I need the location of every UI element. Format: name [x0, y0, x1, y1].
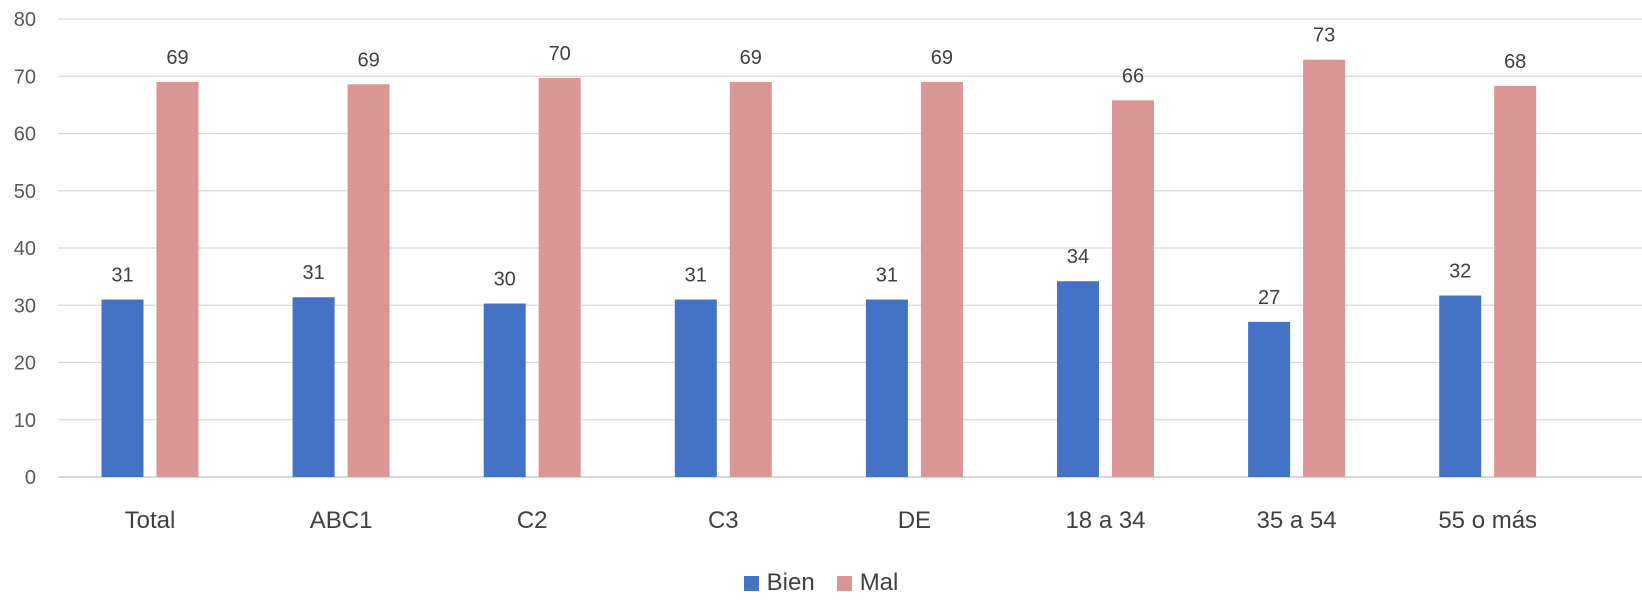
bar-bien: [292, 297, 335, 477]
bar-mal: [156, 81, 199, 477]
y-tick-label: 10: [14, 410, 36, 432]
bar-bien: [101, 299, 144, 477]
data-label-bien: 32: [1449, 261, 1471, 283]
legend: Bien Mal: [0, 563, 1642, 603]
x-tick-label: 35 a 54: [1257, 507, 1337, 534]
x-tick-label: C2: [517, 507, 548, 534]
bar-chart: 0 10 20 30 40 50 60 70 80 31 69 31 69 30 70 31 69 31 69 34…: [14, 9, 1642, 534]
data-label-mal: 70: [549, 43, 571, 65]
x-tick-label: Total: [125, 507, 176, 534]
y-tick-label: 60: [14, 124, 36, 146]
x-tick-label: C3: [708, 507, 739, 534]
x-tick-label: DE: [898, 507, 931, 534]
bar-mal: [920, 81, 963, 477]
data-label-mal: 66: [1122, 65, 1144, 87]
data-label-mal: 69: [740, 47, 762, 69]
bar-mal: [538, 77, 581, 477]
data-label-mal: 69: [166, 47, 188, 69]
y-tick-label: 80: [14, 9, 36, 31]
y-tick-label: 30: [14, 295, 36, 317]
y-tick-label: 0: [25, 467, 36, 489]
bar-bien: [865, 299, 908, 477]
legend-label-bien: Bien: [766, 569, 815, 596]
data-label-bien: 34: [1067, 246, 1089, 268]
bar-bien: [1057, 281, 1099, 477]
data-label-mal: 73: [1313, 25, 1335, 47]
bar-mal: [1494, 85, 1537, 478]
x-axis-ticks: Total ABC1 C2 C3 DE 18 a 34 35 a 54 55 o más: [125, 507, 1537, 534]
data-label-bien: 27: [1258, 287, 1280, 309]
bar-bien: [674, 299, 717, 477]
y-tick-label: 50: [14, 181, 36, 203]
x-tick-label: 55 o más: [1438, 507, 1537, 534]
bar-bien: [483, 303, 526, 477]
bar-mal: [347, 84, 390, 477]
legend-item-mal: Mal: [836, 569, 899, 597]
legend-swatch-mal: [836, 575, 852, 591]
bars: [101, 59, 1537, 478]
y-axis-ticks: 0 10 20 30 40 50 60 70 80: [14, 9, 36, 489]
data-label-mal: 68: [1504, 51, 1526, 73]
bar-mal: [729, 81, 772, 477]
legend-item-bien: Bien: [743, 569, 815, 597]
data-label-bien: 31: [302, 262, 324, 284]
data-label-mal: 69: [357, 49, 379, 71]
bar-mal: [1112, 100, 1154, 478]
y-tick-label: 70: [14, 66, 36, 88]
x-tick-label: ABC1: [310, 507, 373, 534]
bar-mal: [1303, 59, 1346, 478]
data-label-bien: 31: [685, 265, 707, 287]
bar-bien: [1439, 295, 1482, 477]
x-tick-label: 18 a 34: [1065, 507, 1145, 534]
data-label-bien: 30: [494, 269, 516, 291]
data-label-mal: 69: [931, 47, 953, 69]
bar-bien: [1248, 321, 1291, 477]
legend-swatch-bien: [743, 575, 759, 591]
y-tick-label: 20: [14, 353, 36, 375]
data-label-bien: 31: [876, 265, 898, 287]
legend-label-mal: Mal: [859, 569, 899, 596]
data-label-bien: 31: [111, 265, 133, 287]
data-labels: 31 69 31 69 30 70 31 69 31 69 34 66 27 73 32 68: [111, 25, 1526, 309]
y-tick-label: 40: [14, 238, 36, 260]
